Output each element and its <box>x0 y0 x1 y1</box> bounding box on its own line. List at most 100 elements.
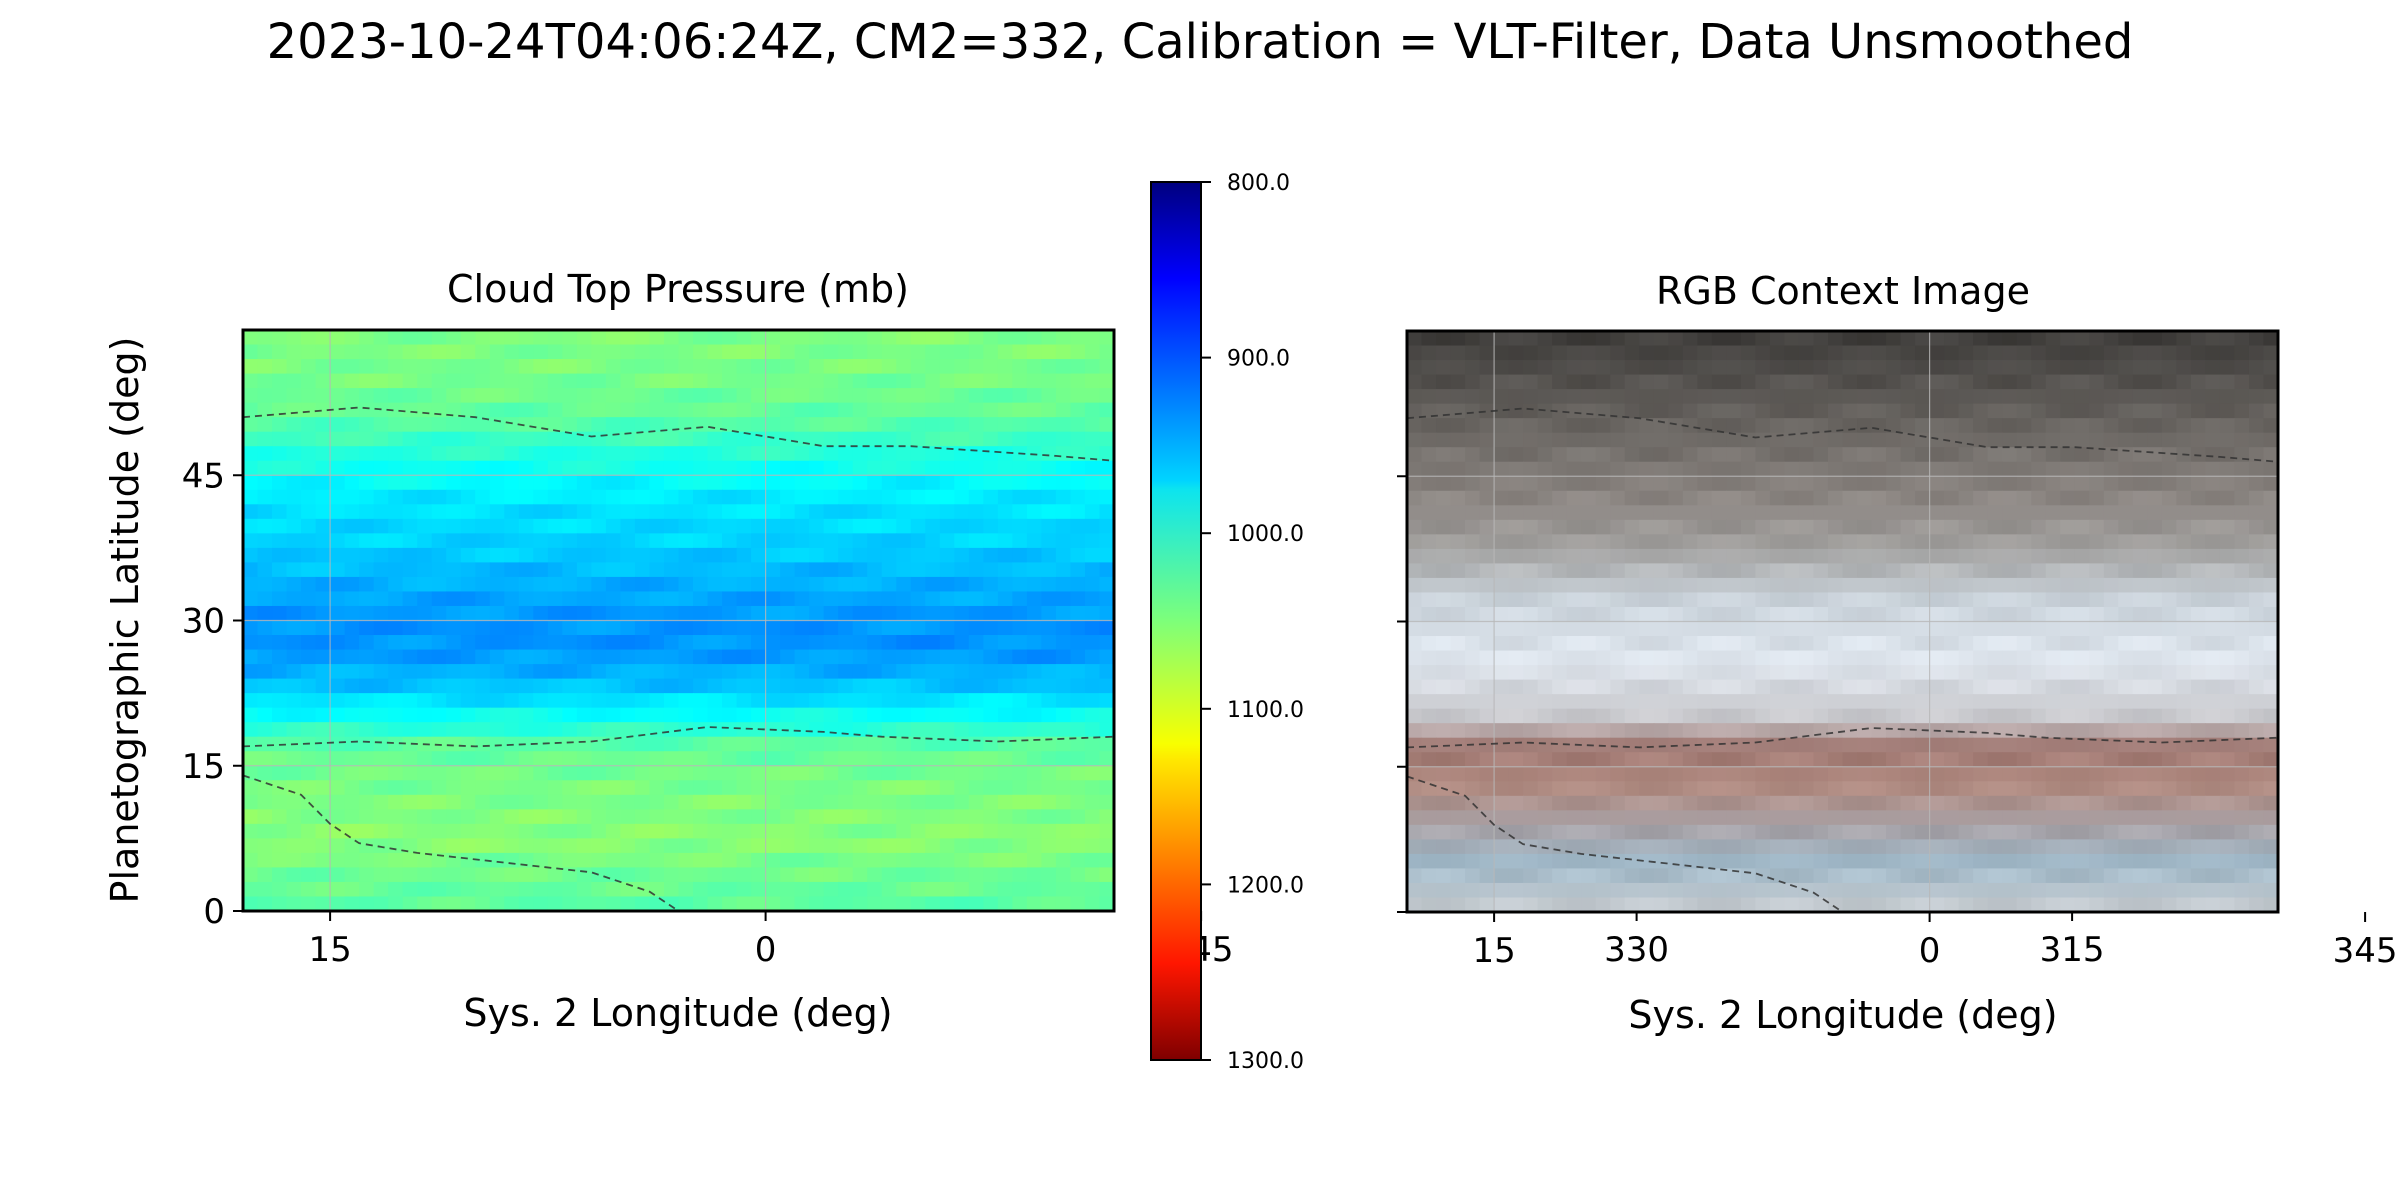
heatmap-cell <box>446 751 461 766</box>
rgb-cell <box>1509 752 1524 767</box>
rgb-cell <box>2002 462 2017 477</box>
rgb-cell <box>1901 810 1916 825</box>
rgb-cell <box>2060 447 2075 462</box>
heatmap-cell <box>896 461 911 476</box>
heatmap-cell <box>824 388 839 403</box>
heatmap-cell <box>243 809 258 824</box>
rgb-cell <box>1581 549 1596 564</box>
heatmap-cell <box>969 650 984 665</box>
heatmap-cell <box>911 824 926 839</box>
heatmap-cell <box>795 374 810 389</box>
heatmap-cell <box>475 737 490 752</box>
heatmap-cell <box>272 562 287 577</box>
heatmap-cell <box>809 446 824 461</box>
rgb-cell <box>2002 825 2017 840</box>
rgb-cell <box>1755 549 1770 564</box>
heatmap-cell <box>403 896 418 911</box>
rgb-cell <box>1813 592 1828 607</box>
rgb-cell <box>2017 607 2032 622</box>
rgb-cell <box>2147 767 2162 782</box>
rgb-cell <box>1784 534 1799 549</box>
heatmap-cell <box>969 853 984 868</box>
heatmap-cell <box>867 345 882 360</box>
heatmap-cell <box>1099 635 1114 650</box>
rgb-cell <box>1552 796 1567 811</box>
heatmap-cell <box>911 446 926 461</box>
rgb-cell <box>2089 839 2104 854</box>
heatmap-cell <box>359 374 374 389</box>
heatmap-cell <box>649 650 664 665</box>
heatmap-cell <box>708 359 723 374</box>
heatmap-cell <box>795 882 810 897</box>
heatmap-cell <box>1070 403 1085 418</box>
rgb-cell <box>2147 854 2162 869</box>
heatmap-cell <box>882 548 897 563</box>
heatmap-cell <box>301 403 316 418</box>
heatmap-cell <box>345 533 360 548</box>
heatmap-cell <box>940 795 955 810</box>
heatmap-cell <box>635 388 650 403</box>
rgb-cell <box>2234 491 2249 506</box>
heatmap-cell <box>1085 751 1100 766</box>
heatmap-cell <box>1070 679 1085 694</box>
rgb-cell <box>2060 825 2075 840</box>
rgb-cell <box>2176 868 2191 883</box>
rgb-cell <box>1857 738 1872 753</box>
heatmap-cell <box>693 795 708 810</box>
heatmap-cell <box>722 519 737 534</box>
rgb-cell <box>1538 433 1553 448</box>
rgb-cell <box>2147 491 2162 506</box>
rgb-cell <box>1813 375 1828 390</box>
rgb-cell <box>1480 578 1495 593</box>
rgb-cell <box>2191 680 2206 695</box>
rgb-cell <box>1422 447 1437 462</box>
rgb-cell <box>1872 375 1887 390</box>
heatmap-cell <box>751 621 766 636</box>
heatmap-cell <box>591 548 606 563</box>
rgb-cell <box>1813 810 1828 825</box>
heatmap-cell <box>969 766 984 781</box>
heatmap-cell <box>533 838 548 853</box>
heatmap-cell <box>766 766 781 781</box>
heatmap-cell <box>722 722 737 737</box>
heatmap-cell <box>983 664 998 679</box>
heatmap-cell <box>1085 722 1100 737</box>
rgb-cell <box>1770 752 1785 767</box>
heatmap-cell <box>548 359 563 374</box>
heatmap-cell <box>519 446 534 461</box>
rgb-cell <box>1712 346 1727 361</box>
rgb-cell <box>1741 680 1756 695</box>
heatmap-cell <box>562 853 577 868</box>
heatmap-cell <box>722 693 737 708</box>
rgb-cell <box>2046 607 2061 622</box>
heatmap-cell <box>504 359 519 374</box>
heatmap-cell <box>577 766 592 781</box>
heatmap-cell <box>649 359 664 374</box>
heatmap-cell <box>620 475 635 490</box>
heatmap-cell <box>954 388 969 403</box>
heatmap-cell <box>272 664 287 679</box>
heatmap-cell <box>1012 838 1027 853</box>
rgb-cell <box>1697 360 1712 375</box>
heatmap-cell <box>403 374 418 389</box>
rgb-cell <box>1538 665 1553 680</box>
heatmap-cell <box>330 635 345 650</box>
heatmap-cell <box>301 461 316 476</box>
heatmap-cell <box>635 708 650 723</box>
heatmap-cell <box>504 664 519 679</box>
rgb-cell <box>2147 563 2162 578</box>
heatmap-cell <box>1085 664 1100 679</box>
rgb-cell <box>1872 694 1887 709</box>
rgb-cell <box>1973 491 1988 506</box>
rgb-cell <box>1857 680 1872 695</box>
rgb-cell <box>1465 578 1480 593</box>
rgb-cell <box>1843 868 1858 883</box>
contour-1000 <box>2278 544 2400 602</box>
heatmap-cell <box>504 417 519 432</box>
heatmap-cell <box>490 751 505 766</box>
rgb-cell <box>1494 491 1509 506</box>
rgb-cell <box>2263 738 2278 753</box>
heatmap-cell <box>940 345 955 360</box>
heatmap-cell <box>591 475 606 490</box>
heatmap-cell <box>795 533 810 548</box>
